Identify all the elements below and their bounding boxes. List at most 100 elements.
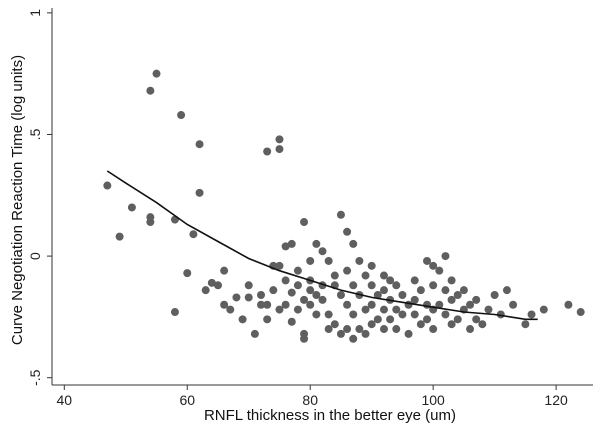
data-point: [466, 325, 475, 334]
data-point: [466, 300, 475, 309]
y-axis-title: Curve Negotiation Reaction Time (log uni…: [9, 55, 26, 345]
x-tick-label: 100: [421, 392, 445, 408]
data-point: [257, 291, 266, 300]
data-point: [244, 293, 253, 302]
data-point: [484, 305, 493, 314]
data-point: [312, 291, 321, 300]
data-point: [226, 305, 235, 314]
data-point: [355, 256, 364, 265]
data-point: [447, 295, 456, 304]
data-point: [275, 145, 284, 154]
data-point: [238, 315, 247, 324]
data-point: [349, 281, 358, 290]
data-point: [146, 86, 155, 95]
data-point: [429, 281, 438, 290]
data-point: [423, 315, 432, 324]
data-point: [343, 227, 352, 236]
y-tick-label: 1: [27, 9, 43, 17]
data-point: [263, 300, 272, 309]
data-point: [287, 288, 296, 297]
y-tick-label: 0: [27, 252, 43, 260]
data-point: [447, 320, 456, 329]
data-point: [263, 315, 272, 324]
data-point: [189, 230, 198, 239]
data-point: [287, 317, 296, 326]
y-tick-label: -.5: [27, 369, 43, 386]
y-axis-ticks: 1 .5 0 -.5: [27, 9, 52, 386]
data-point: [318, 295, 327, 304]
data-point: [404, 329, 413, 338]
data-point: [207, 278, 216, 287]
data-point: [263, 147, 272, 156]
data-point: [349, 239, 358, 248]
data-point: [336, 291, 345, 300]
data-point: [423, 256, 432, 265]
data-point: [244, 281, 253, 290]
data-point: [459, 286, 468, 295]
data-point: [509, 300, 518, 309]
data-point: [379, 271, 388, 280]
data-point: [490, 291, 499, 300]
data-point: [269, 286, 278, 295]
data-point: [410, 310, 419, 319]
data-point: [447, 276, 456, 285]
data-point: [306, 256, 315, 265]
x-tick-label: 80: [302, 392, 318, 408]
data-point: [416, 286, 425, 295]
data-point: [349, 334, 358, 343]
data-point: [146, 218, 155, 227]
data-point: [318, 247, 327, 256]
data-point: [361, 329, 370, 338]
data-point: [441, 286, 450, 295]
data-point: [435, 266, 444, 275]
data-point: [300, 295, 309, 304]
data-point: [300, 334, 309, 343]
data-point: [293, 266, 302, 275]
data-point: [379, 325, 388, 334]
x-tick-label: 40: [57, 392, 73, 408]
data-point: [232, 293, 241, 302]
data-point: [275, 261, 284, 270]
data-point: [312, 310, 321, 319]
x-axis-ticks: 40 60 80 100 120: [57, 385, 568, 408]
data-point: [361, 305, 370, 314]
data-point: [195, 188, 204, 197]
x-tick-label: 120: [544, 392, 568, 408]
data-point: [306, 286, 315, 295]
data-point: [257, 300, 266, 309]
data-point: [281, 276, 290, 285]
data-point: [312, 239, 321, 248]
data-point: [472, 315, 481, 324]
data-point: [416, 320, 425, 329]
data-point: [521, 320, 530, 329]
data-point: [392, 305, 401, 314]
data-point: [220, 300, 229, 309]
data-point: [349, 310, 358, 319]
data-point: [398, 291, 407, 300]
data-point: [343, 325, 352, 334]
data-point: [336, 210, 345, 219]
data-point: [127, 203, 136, 212]
data-point: [336, 329, 345, 338]
data-point: [576, 308, 585, 317]
data-point: [275, 305, 284, 314]
data-point: [183, 269, 192, 278]
data-point: [379, 286, 388, 295]
data-point: [539, 305, 548, 314]
data-point: [177, 111, 186, 120]
data-point: [213, 281, 222, 290]
data-point: [429, 261, 438, 270]
fit-line: [106, 170, 538, 321]
data-point: [453, 291, 462, 300]
data-point: [330, 320, 339, 329]
data-point: [220, 266, 229, 275]
data-point: [355, 325, 364, 334]
data-point: [250, 329, 259, 338]
data-point: [435, 300, 444, 309]
data-point: [373, 291, 382, 300]
data-point: [201, 286, 210, 295]
data-point: [392, 325, 401, 334]
data-point: [324, 256, 333, 265]
x-tick-label: 60: [179, 392, 195, 408]
